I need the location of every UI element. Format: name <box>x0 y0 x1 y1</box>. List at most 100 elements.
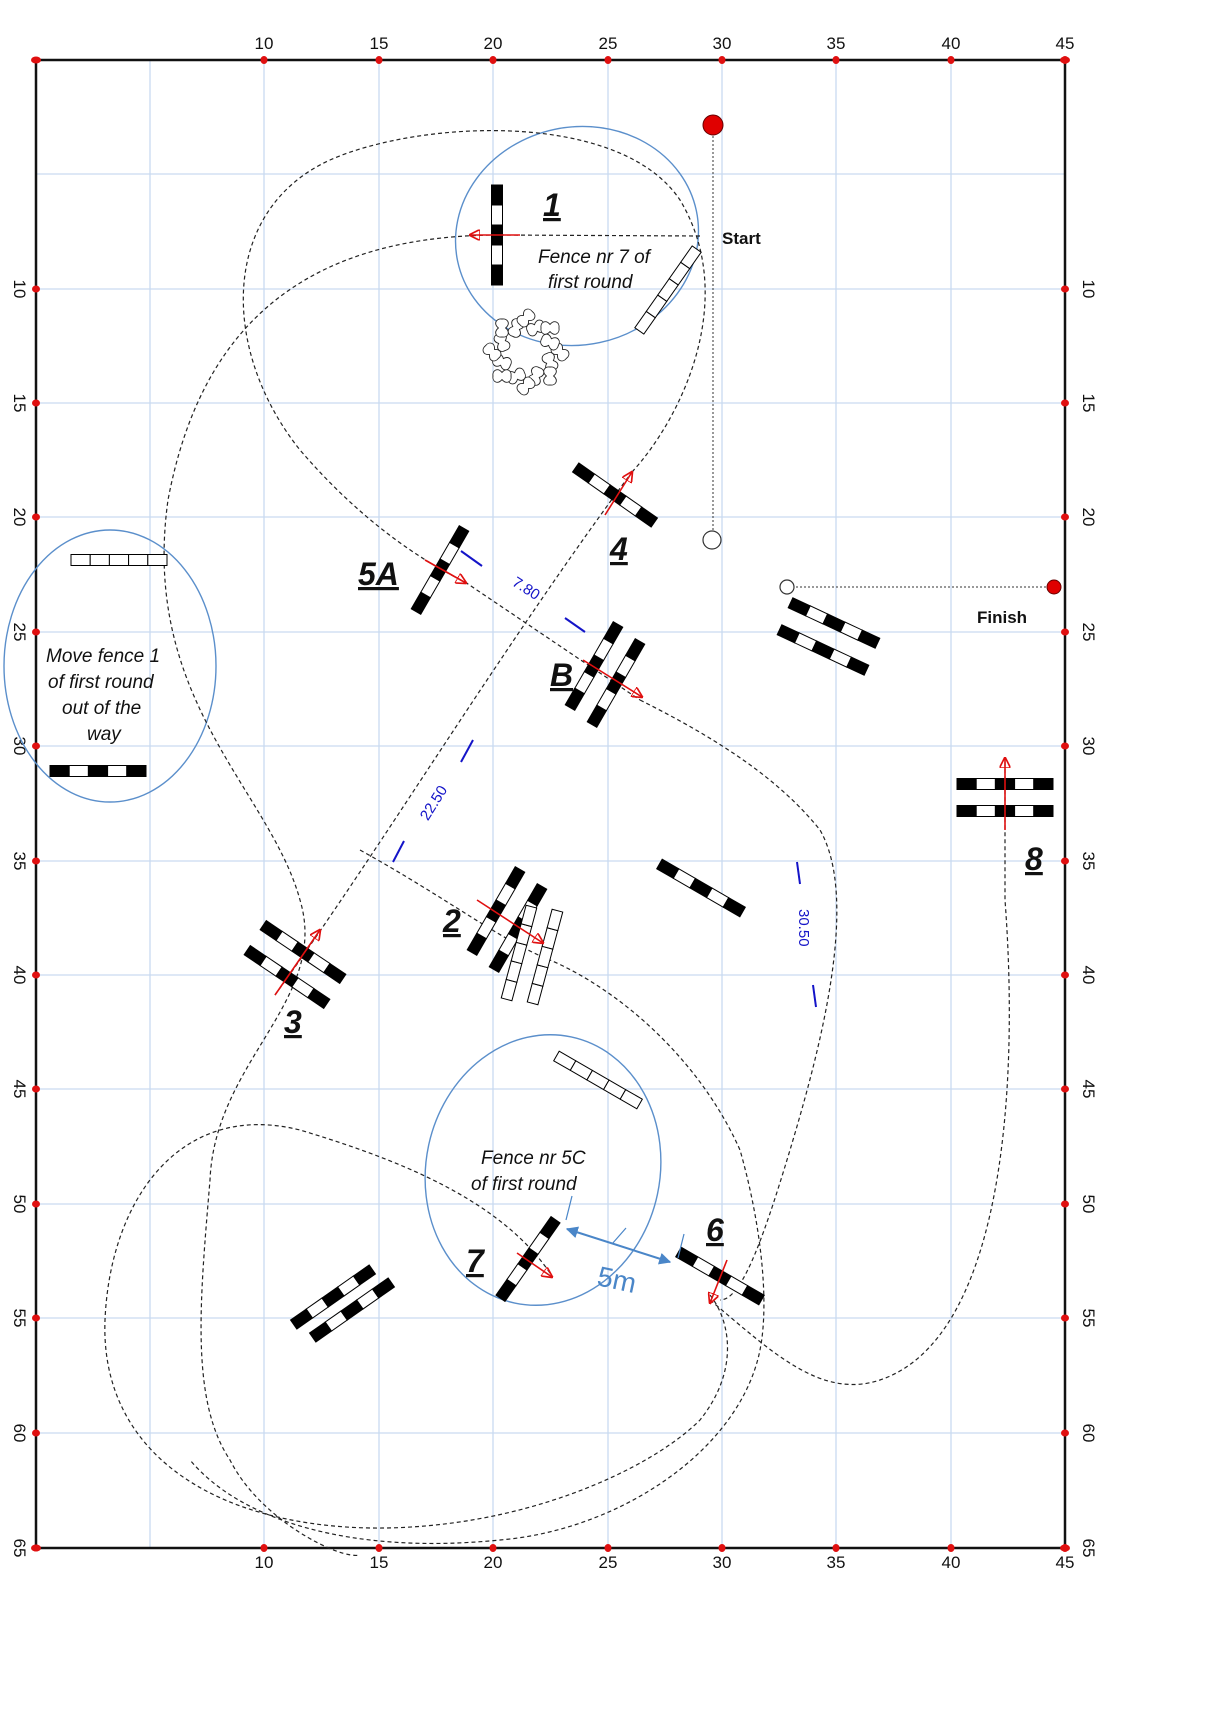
x-tick-label-bottom: 40 <box>942 1553 961 1572</box>
x-tick-bottom-4 <box>718 1544 726 1552</box>
corner-tick-0 <box>31 56 41 64</box>
start-label: Start <box>722 229 761 248</box>
x-tick-top-5 <box>832 56 840 64</box>
fence-1 <box>491 184 503 286</box>
y-tick-label-left: 15 <box>10 394 29 413</box>
arrow-fence-b <box>582 659 642 697</box>
y-tick-label-left: 20 <box>10 508 29 527</box>
y-tick-label-left: 50 <box>10 1195 29 1214</box>
tick-marks <box>31 56 1070 1552</box>
y-tick-right-4 <box>1061 742 1069 750</box>
y-tick-label-left: 45 <box>10 1080 29 1099</box>
y-tick-label-left: 30 <box>10 737 29 756</box>
arrow-fence-3 <box>274 930 320 996</box>
fence-number-7: 7 <box>466 1243 486 1279</box>
x-tick-bottom-1 <box>375 1544 383 1552</box>
x-tick-label-bottom: 20 <box>484 1553 503 1572</box>
note-circle-fence7 <box>454 125 700 347</box>
fence-2-rail-a <box>500 904 538 1002</box>
y-tick-label-right: 35 <box>1079 852 1098 871</box>
y-tick-right-7 <box>1061 1085 1069 1093</box>
y-tick-left-2 <box>32 513 40 521</box>
finish-flag-white <box>779 579 795 595</box>
y-tick-label-right: 65 <box>1079 1539 1098 1558</box>
tree-leaf <box>516 376 536 396</box>
fence-poles <box>49 184 1054 1343</box>
arrow-fence-4 <box>604 472 632 516</box>
path-4-loop-to-5a <box>242 130 706 583</box>
y-tick-right-8 <box>1061 1200 1069 1208</box>
fence-7 <box>495 1215 561 1303</box>
y-tick-right-3 <box>1061 628 1069 636</box>
x-tick-top-6 <box>947 56 955 64</box>
tree-icon <box>482 308 570 396</box>
path-1-to-3 <box>163 234 498 1556</box>
y-tick-left-10 <box>32 1429 40 1437</box>
x-tick-label-top: 15 <box>370 34 389 53</box>
y-tick-right-1 <box>1061 399 1069 407</box>
path-b-to-loop-right <box>639 699 838 1301</box>
x-tick-bottom-3 <box>604 1544 612 1552</box>
fence-center-right <box>655 858 747 918</box>
x-tick-label-top: 20 <box>484 34 503 53</box>
y-tick-right-11 <box>1061 1544 1069 1552</box>
fence-number-2: 2 <box>442 903 461 939</box>
x-tick-top-2 <box>489 56 497 64</box>
tree-leaf <box>540 321 560 335</box>
tree-leaf <box>495 318 509 338</box>
y-tick-label-right: 20 <box>1079 508 1098 527</box>
y-tick-right-5 <box>1061 857 1069 865</box>
arrow-fence-2 <box>476 899 543 943</box>
distance-22-50: 22.50 <box>417 783 451 824</box>
y-tick-left-0 <box>32 285 40 293</box>
y-tick-left-8 <box>32 1200 40 1208</box>
x-tick-label-bottom: 10 <box>255 1553 274 1572</box>
x-tick-label-bottom: 35 <box>827 1553 846 1572</box>
finish-label: Finish <box>977 608 1027 627</box>
y-tick-left-3 <box>32 628 40 636</box>
x-tick-top-4 <box>718 56 726 64</box>
fence-number-b: B <box>550 657 573 693</box>
y-tick-label-left: 35 <box>10 852 29 871</box>
arrow-fence-7 <box>516 1252 552 1277</box>
y-tick-label-left: 25 <box>10 623 29 642</box>
x-tick-label-bottom: 15 <box>370 1553 389 1572</box>
distance-30-50: 30.50 <box>795 909 812 947</box>
y-tick-label-left: 55 <box>10 1309 29 1328</box>
arrow-fence-5a <box>424 559 466 583</box>
y-tick-label-left: 65 <box>10 1539 29 1558</box>
fence-lower-left-b <box>308 1277 396 1343</box>
y-tick-left-6 <box>32 971 40 979</box>
x-tick-top-3 <box>604 56 612 64</box>
y-tick-label-right: 15 <box>1079 394 1098 413</box>
distance-markers <box>392 550 817 1008</box>
y-tick-label-left: 60 <box>10 1424 29 1443</box>
y-tick-label-left: 10 <box>10 280 29 299</box>
y-tick-left-11 <box>32 1544 40 1552</box>
fence-3-back <box>259 919 347 985</box>
tree-leaf <box>506 367 526 385</box>
fence-upper-right-a <box>787 597 881 649</box>
note-move1-line4: way <box>87 724 122 745</box>
note-move1-line2: of first round <box>48 672 155 693</box>
distance-7-80: 7.80 <box>509 574 543 604</box>
start-flag-white <box>702 530 722 550</box>
note-circle-fence5c <box>424 1034 662 1306</box>
note-fence5c-line2: of first round <box>471 1174 578 1195</box>
distance-5m: 5m <box>595 1261 640 1299</box>
fence-lower-left-a <box>289 1264 377 1330</box>
direction-arrows <box>274 235 1005 1303</box>
fence-number-6: 6 <box>706 1212 724 1248</box>
x-tick-label-top: 40 <box>942 34 961 53</box>
fence-number-3: 3 <box>284 1004 302 1040</box>
fence-number-5a: 5A <box>358 556 399 592</box>
note-circles <box>3 125 700 1306</box>
tree-leaf <box>541 352 559 372</box>
y-tick-label-right: 45 <box>1079 1080 1098 1099</box>
tree-leaf <box>482 342 502 362</box>
x-tick-label-top: 30 <box>713 34 732 53</box>
tree-leaf <box>526 319 546 337</box>
y-tick-label-right: 55 <box>1079 1309 1098 1328</box>
